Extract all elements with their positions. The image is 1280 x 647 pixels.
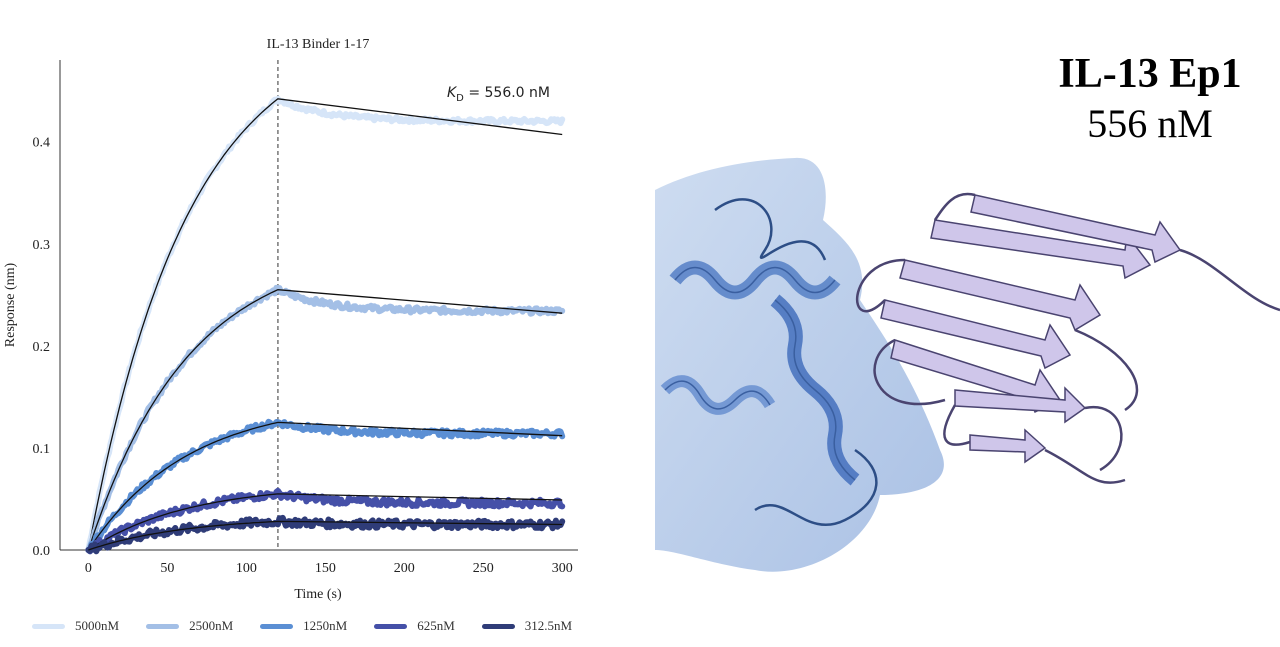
- kd-annotation: KD = 556.0 nM: [447, 85, 550, 104]
- x-tick-label: 200: [394, 561, 415, 576]
- data-series-2500nM: [85, 284, 566, 553]
- binding-kinetics-chart: IL-13 Binder 1-17 KD = 556.0 nM Response…: [3, 37, 578, 602]
- legend-item: 2500nM: [146, 618, 233, 634]
- x-tick-label: 300: [552, 561, 573, 576]
- fit-curve-2500nM: [87, 289, 563, 551]
- y-tick-label: 0.0: [33, 544, 51, 559]
- data-series-312.5nM: [85, 514, 566, 555]
- structure-title: IL-13 Ep1: [1058, 51, 1242, 97]
- fit-curve-1250nM: [87, 421, 563, 551]
- legend-swatch: [146, 623, 180, 629]
- protein-complex-image: [655, 157, 1280, 572]
- chart-legend: 5000nM 2500nM 1250nM 625nM 312.5nM: [32, 618, 599, 634]
- y-tick-label: 0.4: [33, 136, 51, 151]
- y-tick-label: 0.3: [33, 238, 51, 253]
- legend-item: 1250nM: [260, 618, 347, 634]
- structure-affinity: 556 nM: [1087, 101, 1213, 146]
- x-tick-label: 50: [160, 561, 174, 576]
- x-tick-label: 250: [473, 561, 494, 576]
- y-tick-label: 0.2: [33, 340, 51, 355]
- legend-label: 312.5nM: [524, 618, 573, 633]
- fit-curve-625nM: [88, 493, 563, 551]
- fit-curve-5000nM: [87, 98, 563, 551]
- legend-item: 5000nM: [32, 618, 119, 634]
- legend-item: 625nM: [374, 618, 455, 634]
- data-series-1250nM: [85, 418, 566, 554]
- legend-swatch: [260, 623, 294, 629]
- legend-label: 5000nM: [75, 618, 120, 633]
- y-axis-label: Response (nm): [3, 262, 18, 347]
- x-axis-label: Time (s): [294, 587, 342, 602]
- chart-title: IL-13 Binder 1-17: [267, 37, 370, 52]
- legend-label: 625nM: [417, 618, 455, 633]
- x-tick-label: 150: [315, 561, 336, 576]
- fit-curve-312.5nM: [88, 520, 563, 551]
- legend-label: 2500nM: [189, 618, 234, 633]
- data-series-5000nM: [85, 95, 566, 553]
- legend-swatch: [374, 623, 408, 629]
- y-tick-label: 0.1: [33, 442, 51, 457]
- x-tick-label: 100: [236, 561, 257, 576]
- legend-swatch: [481, 623, 515, 629]
- x-tick-label: 0: [85, 561, 92, 576]
- legend-swatch: [32, 623, 65, 629]
- legend-item: 312.5nM: [481, 618, 573, 634]
- legend-label: 1250nM: [303, 618, 348, 633]
